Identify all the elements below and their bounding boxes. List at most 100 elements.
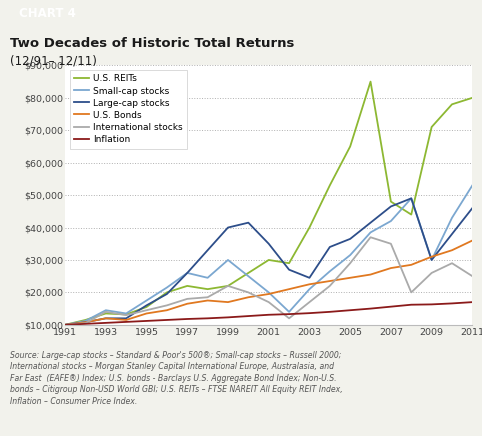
International stocks [205, 295, 211, 300]
U.S. REITs [184, 283, 190, 289]
U.S. REITs [266, 257, 271, 262]
Large-cap stocks [82, 320, 88, 325]
U.S. REITs [348, 144, 353, 149]
Small-cap stocks [184, 270, 190, 276]
U.S. REITs [449, 102, 455, 107]
Small-cap stocks [408, 196, 414, 201]
Large-cap stocks [205, 248, 211, 253]
Large-cap stocks [266, 241, 271, 246]
U.S. Bonds [103, 316, 108, 321]
Large-cap stocks [123, 316, 129, 321]
Small-cap stocks [307, 286, 312, 292]
International stocks [348, 261, 353, 266]
Text: CHART 4: CHART 4 [19, 7, 76, 20]
U.S. Bonds [388, 266, 394, 271]
Large-cap stocks [286, 267, 292, 272]
Text: (12/91– 12/11): (12/91– 12/11) [10, 54, 96, 68]
U.S. Bonds [327, 279, 333, 284]
Large-cap stocks [62, 322, 68, 327]
U.S. Bonds [429, 254, 435, 259]
International stocks [144, 308, 149, 313]
Small-cap stocks [266, 290, 271, 295]
U.S. Bonds [205, 298, 211, 303]
Inflation [225, 315, 231, 320]
Large-cap stocks [368, 220, 374, 225]
U.S. REITs [225, 283, 231, 289]
Text: Two Decades of Historic Total Returns: Two Decades of Historic Total Returns [10, 37, 294, 50]
Inflation [205, 316, 211, 321]
Large-cap stocks [348, 236, 353, 242]
Large-cap stocks [388, 204, 394, 209]
Inflation [123, 319, 129, 324]
U.S. Bonds [82, 320, 88, 325]
Small-cap stocks [449, 215, 455, 221]
Inflation [469, 300, 475, 305]
U.S. Bonds [449, 248, 455, 253]
Large-cap stocks [327, 244, 333, 249]
Small-cap stocks [205, 275, 211, 280]
Small-cap stocks [82, 318, 88, 324]
International stocks [429, 270, 435, 276]
U.S. REITs [327, 183, 333, 188]
Large-cap stocks [307, 275, 312, 280]
U.S. Bonds [225, 300, 231, 305]
International stocks [307, 300, 312, 305]
Inflation [388, 304, 394, 309]
International stocks [123, 313, 129, 318]
Text: Source: Large-cap stocks – Standard & Poor's 500®; Small-cap stocks – Russell 20: Source: Large-cap stocks – Standard & Po… [10, 351, 342, 406]
International stocks [82, 320, 88, 326]
Line: Small-cap stocks: Small-cap stocks [65, 185, 472, 325]
Inflation [266, 312, 271, 317]
U.S. Bonds [307, 282, 312, 287]
U.S. REITs [144, 304, 149, 310]
Small-cap stocks [469, 183, 475, 188]
U.S. Bonds [123, 317, 129, 323]
Small-cap stocks [348, 252, 353, 258]
U.S. Bonds [144, 311, 149, 316]
Small-cap stocks [144, 298, 149, 303]
International stocks [266, 300, 271, 305]
Inflation [327, 309, 333, 314]
Inflation [144, 318, 149, 324]
Line: Large-cap stocks: Large-cap stocks [65, 198, 472, 325]
Large-cap stocks [225, 225, 231, 230]
Line: U.S. Bonds: U.S. Bonds [65, 241, 472, 325]
Large-cap stocks [103, 316, 108, 321]
Inflation [449, 301, 455, 306]
International stocks [62, 322, 68, 327]
U.S. REITs [245, 270, 251, 276]
U.S. REITs [408, 212, 414, 217]
Large-cap stocks [408, 196, 414, 201]
International stocks [286, 316, 292, 321]
Large-cap stocks [184, 270, 190, 276]
Small-cap stocks [429, 257, 435, 262]
Inflation [103, 320, 108, 326]
Line: U.S. REITs: U.S. REITs [65, 82, 472, 325]
International stocks [327, 283, 333, 289]
U.S. Bonds [245, 295, 251, 300]
Small-cap stocks [225, 257, 231, 262]
U.S. REITs [469, 95, 475, 100]
Large-cap stocks [469, 205, 475, 211]
Large-cap stocks [164, 291, 170, 296]
U.S. Bonds [348, 275, 353, 280]
U.S. REITs [82, 317, 88, 323]
Inflation [184, 317, 190, 322]
U.S. REITs [286, 261, 292, 266]
U.S. Bonds [469, 238, 475, 243]
U.S. REITs [429, 124, 435, 129]
Line: International stocks: International stocks [65, 237, 472, 325]
Legend: U.S. REITs, Small-cap stocks, Large-cap stocks, U.S. Bonds, International stocks: U.S. REITs, Small-cap stocks, Large-cap … [69, 70, 187, 149]
U.S. REITs [62, 322, 68, 327]
Small-cap stocks [327, 269, 333, 274]
Small-cap stocks [245, 273, 251, 279]
U.S. REITs [164, 290, 170, 295]
Inflation [307, 310, 312, 316]
Small-cap stocks [286, 309, 292, 314]
Small-cap stocks [388, 218, 394, 224]
International stocks [388, 241, 394, 246]
U.S. Bonds [266, 291, 271, 296]
Inflation [348, 308, 353, 313]
U.S. REITs [388, 199, 394, 204]
U.S. REITs [205, 286, 211, 292]
